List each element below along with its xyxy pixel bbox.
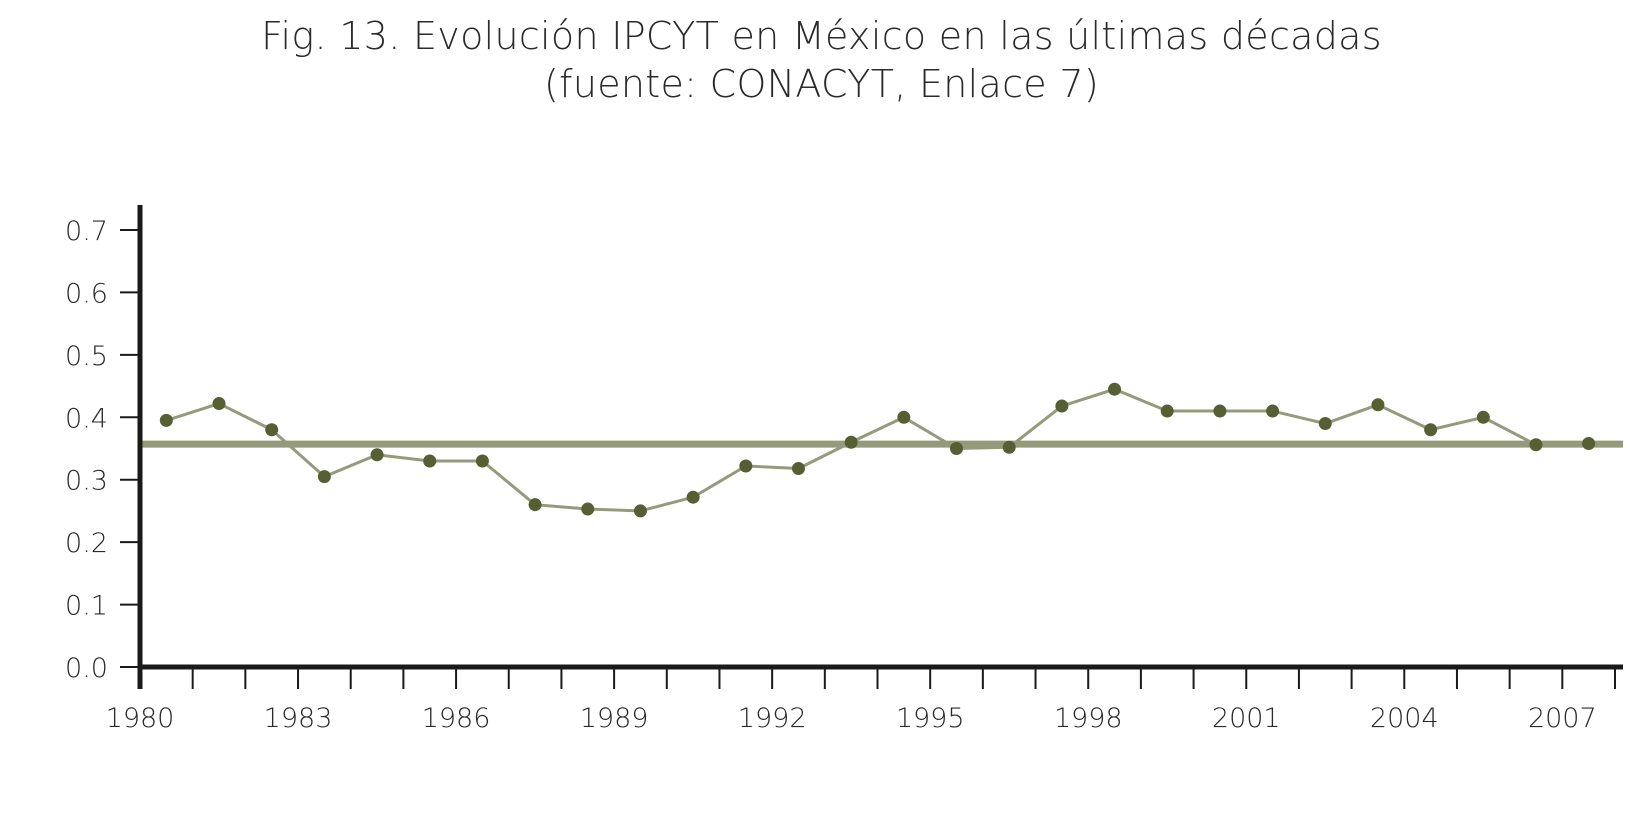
x-tick-label: 1980 <box>106 703 175 734</box>
data-point <box>1002 440 1016 454</box>
data-point <box>1476 410 1490 424</box>
y-tick-label: 0.5 <box>65 341 108 372</box>
data-point <box>423 454 437 468</box>
data-point <box>686 490 700 504</box>
data-point <box>897 410 911 424</box>
data-point <box>1582 437 1596 451</box>
x-tick-label: 1992 <box>738 703 807 734</box>
y-tick-label: 0.3 <box>65 466 108 497</box>
data-point <box>212 397 226 411</box>
data-point <box>1108 382 1122 396</box>
chart-title-line1: Fig. 13. Evolución IPCYT en México en la… <box>261 14 1382 58</box>
data-point <box>1424 423 1438 437</box>
x-tick-label: 2001 <box>1212 703 1281 734</box>
y-tick-label: 0.0 <box>65 653 108 684</box>
data-point <box>1371 398 1385 412</box>
data-point <box>1266 404 1280 418</box>
x-tick-label: 1995 <box>896 703 965 734</box>
data-point <box>1055 399 1069 413</box>
data-point <box>950 442 964 455</box>
data-point <box>581 502 595 516</box>
data-point <box>475 454 489 468</box>
x-tick-label: 2004 <box>1370 703 1439 734</box>
data-point <box>739 459 753 473</box>
x-tick-label: 1998 <box>1054 703 1123 734</box>
data-point <box>633 504 647 518</box>
data-point <box>1160 404 1174 418</box>
series-line <box>165 387 1589 513</box>
y-tick-label: 0.1 <box>65 591 108 622</box>
series-layer <box>159 382 1596 518</box>
data-point <box>265 423 279 437</box>
data-point <box>370 448 384 462</box>
data-point <box>791 461 805 475</box>
y-tick-label: 0.4 <box>65 403 108 434</box>
data-point <box>1213 404 1227 418</box>
chart-title-line2: (fuente: CONACYT, Enlace 7) <box>544 62 1099 106</box>
x-tick-label: 1989 <box>580 703 649 734</box>
data-point <box>317 470 331 484</box>
data-point <box>1318 417 1332 431</box>
data-point <box>1529 438 1543 452</box>
y-tick-label: 0.6 <box>65 278 108 309</box>
x-tick-label: 2007 <box>1528 703 1597 734</box>
data-point <box>844 435 858 449</box>
axes-layer <box>120 205 1623 689</box>
data-point <box>528 498 542 512</box>
tick-labels-layer: 0.0 0.1 0.2 0.3 0.4 0.5 0.6 0.7 1980 1983 1986 1989… <box>65 216 1597 734</box>
y-tick-label: 0.7 <box>65 216 108 247</box>
data-point <box>159 413 173 427</box>
x-tick-label: 1983 <box>264 703 333 734</box>
x-tick-label: 1986 <box>422 703 491 734</box>
y-tick-label: 0.2 <box>65 528 108 559</box>
